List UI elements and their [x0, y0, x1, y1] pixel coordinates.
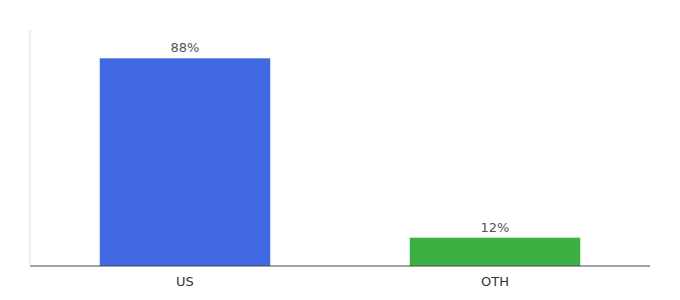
- y-axis-line: [30, 30, 31, 266]
- x-axis-line: [30, 266, 650, 267]
- chart: US 88% OTH 12%: [0, 0, 680, 300]
- data-label: 88%: [171, 40, 200, 55]
- category-label: OTH: [481, 274, 509, 289]
- data-label: 12%: [481, 220, 510, 235]
- bar: [410, 238, 581, 266]
- bars: [100, 58, 581, 266]
- bar: [100, 58, 271, 266]
- category-label: US: [176, 274, 194, 289]
- chart-container: US 88% OTH 12%: [0, 0, 680, 300]
